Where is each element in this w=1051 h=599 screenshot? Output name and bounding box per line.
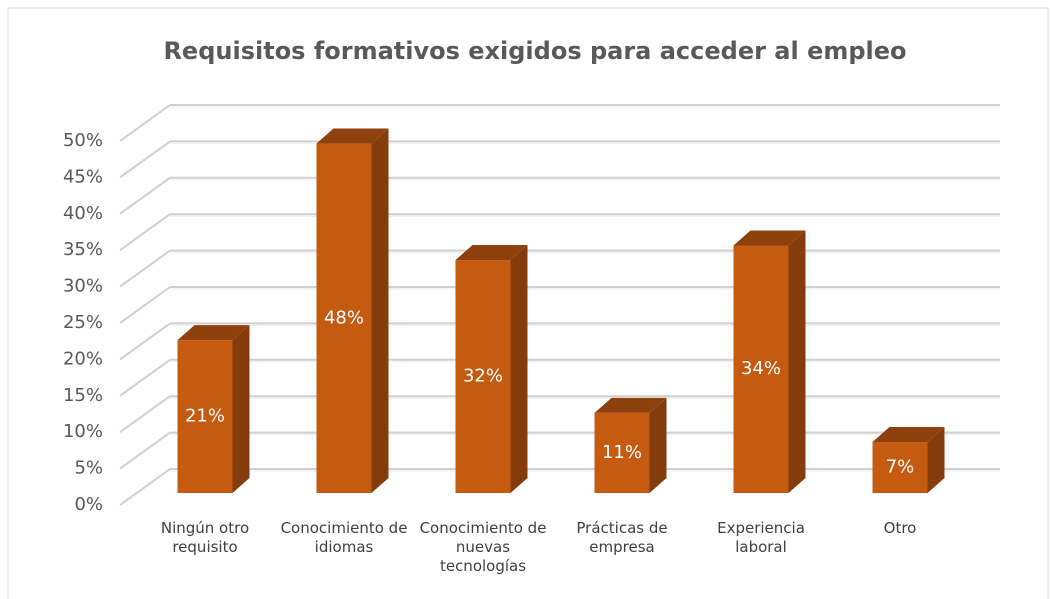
grid-line-side [119,468,171,506]
data-label: 21% [185,406,225,427]
bar-top [316,128,389,144]
bar-top [872,427,945,443]
bar-side [510,245,528,493]
bar [594,412,650,493]
bar-side [927,427,945,493]
y-tick-label: 50% [63,130,103,151]
grid-line-side [119,104,171,142]
bar [177,340,233,493]
bar-top [733,230,806,246]
data-label: 48% [324,307,364,328]
grid-line-side [119,395,171,434]
data-label: 11% [602,442,642,463]
chart-title: Requisitos formativos exigidos para acce… [163,37,906,65]
x-tick-label: Experiencia laboral [717,519,805,556]
y-tick-label: 15% [63,385,103,406]
bar-side [788,230,806,494]
bar [872,442,928,493]
data-label: 34% [741,358,781,379]
bar-top [455,245,528,261]
y-tick-label: 30% [63,276,103,297]
grid-line-side [119,286,171,324]
x-tick-label: Prácticas de empresa [576,519,668,556]
y-tick-label: 10% [63,421,103,442]
grid-line-side [119,140,171,179]
bar-side [232,325,250,493]
x-tick-label: Ningún otro requisito [160,519,250,556]
y-tick-label: 45% [63,166,103,187]
y-tick-label: 5% [74,458,103,479]
bar [316,143,372,493]
chart-border [7,7,1049,599]
y-tick-label: 35% [63,239,103,260]
grid-line-side [119,322,171,361]
grid-line-side [119,358,171,397]
y-tick-label: 25% [63,312,103,333]
bar [733,245,789,493]
y-tick-label: 20% [63,348,103,369]
data-label: 7% [886,457,915,478]
bar-side [649,397,667,493]
x-tick-label: Conocimiento de idiomas [280,519,408,556]
grid-line-side [119,249,171,288]
bar-top [594,397,667,413]
bar [455,260,511,493]
bar-top [177,325,250,341]
x-tick-label: Conocimiento de nuevas tecnologías [419,519,547,575]
bar-side [371,128,389,493]
y-tick-label: 40% [63,203,103,224]
grid-line-side [119,213,171,252]
data-label: 32% [463,366,503,387]
grid-line-side [119,431,171,470]
grid-line-side [119,176,171,215]
y-tick-label: 0% [74,494,103,515]
x-tick-label: Otro [883,519,917,537]
